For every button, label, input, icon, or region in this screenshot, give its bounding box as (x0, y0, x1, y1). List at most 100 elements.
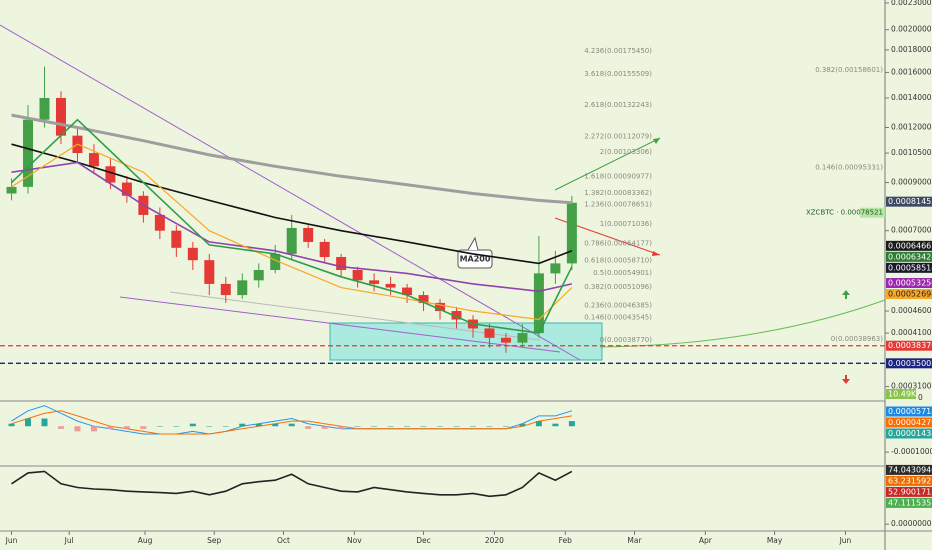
fib-label: 2.272(0.00112079) (584, 133, 652, 141)
price-badge-label: 0.00035005 (888, 359, 932, 368)
price-badge (886, 486, 932, 497)
candle-body (336, 257, 347, 270)
y-tick-label: 0.00041000 (891, 328, 932, 337)
down-arrow (842, 375, 850, 384)
y-tick-label: 0.00000000 (891, 519, 932, 528)
x-tick-label: May (767, 536, 783, 545)
x-tick-label: Mar (627, 536, 642, 545)
macd-histogram (272, 423, 279, 427)
macd-histogram (321, 426, 328, 429)
candle-body (55, 97, 66, 136)
y-tick-label: 0.00046000 (891, 306, 932, 315)
macd-histogram (437, 426, 444, 427)
fib-label: 1(0.00071036) (600, 220, 652, 228)
price-badge-label: 0.00001435 (888, 429, 932, 438)
price-badge (886, 428, 932, 439)
projection-arrow (554, 137, 661, 191)
price-badge-label: 0.00053250 (888, 279, 932, 288)
trendline (169, 291, 541, 341)
candle-body (369, 280, 380, 284)
candle-body (566, 202, 577, 264)
macd-histogram (74, 426, 81, 432)
macd-histogram (239, 423, 246, 427)
candle-body (204, 260, 215, 284)
candle-body (121, 182, 132, 196)
moving-average (11, 113, 573, 205)
price-badge-label: 52.90017139 (888, 487, 932, 496)
x-tick-label: Feb (559, 536, 573, 545)
macd-histogram (338, 426, 345, 429)
macd-histogram (206, 426, 213, 427)
macd-histogram (107, 426, 114, 429)
symbol-badge (860, 207, 885, 218)
fib-label: 0.236(0.00046385) (584, 301, 652, 309)
macd-histogram (25, 418, 32, 427)
candle-body (385, 283, 396, 288)
macd-histogram (173, 426, 180, 427)
macd-histogram (8, 423, 15, 427)
candle-body (319, 241, 330, 258)
fib-label: 0.382(0.00051096) (584, 283, 652, 291)
candle-body (187, 247, 198, 261)
candle-body (6, 186, 17, 194)
price-badge (886, 358, 932, 369)
y-tick-label: 0.00180000 (891, 45, 932, 54)
fib-label: 0(0.00038770) (600, 336, 652, 344)
y-tick-label: 0.00140000 (891, 93, 932, 102)
candle-body (154, 214, 165, 231)
candle-body (39, 97, 50, 120)
price-badge (886, 251, 932, 262)
trendline (0, 24, 581, 361)
macd-histogram (469, 426, 476, 427)
volume-badge (886, 389, 916, 399)
price-badge (886, 464, 932, 475)
y-tick-label: 0.00200000 (891, 25, 932, 34)
x-tick-label: Sep (207, 536, 221, 545)
arrow-head (653, 138, 660, 144)
candle-body (517, 333, 528, 343)
candle-body (270, 253, 281, 270)
up-arrow (842, 290, 850, 299)
price-badge-label: 47.11153515 (888, 498, 932, 507)
macd-histogram (502, 426, 509, 427)
x-tick-label: Dec (416, 536, 431, 545)
macd-histogram (140, 426, 147, 429)
candle-body (533, 273, 544, 334)
fib-label: 0(0.00038963) (831, 335, 883, 343)
fib-label: 2.618(0.00132243) (584, 101, 652, 109)
macd-histogram (568, 421, 575, 427)
fib-label: 0.5(0.00054901) (593, 269, 652, 277)
price-badge (886, 340, 932, 351)
macd-histogram (535, 421, 542, 427)
y-tick-label: 0.00070000 (891, 226, 932, 235)
price-badge-label: 0.00038376 (888, 341, 932, 350)
price-badge (886, 278, 932, 289)
price-badge-label: 74.04309405 (888, 465, 932, 474)
x-tick-label: Aug (138, 536, 153, 545)
price-badge-label: 0.00005714 (888, 407, 932, 416)
fib-label: 1.382(0.00083362) (584, 189, 652, 197)
candle-body (286, 227, 297, 254)
price-badge (886, 406, 932, 417)
price-badge-label: 0.00081453 (888, 197, 932, 206)
candle-body (550, 263, 561, 274)
x-tick-label: 2020 (485, 536, 504, 545)
macd-histogram (222, 426, 229, 427)
moving-average (11, 143, 573, 265)
price-badge (886, 240, 932, 251)
fib-label: 4.236(0.00175450) (584, 47, 652, 55)
fib-label: 3.618(0.00155509) (584, 70, 652, 78)
symbol-label: XZCBTC · 0.00078521 (806, 209, 883, 217)
macd-histogram (90, 426, 97, 432)
macd-histogram (552, 423, 559, 427)
y-tick-label: 0.00120000 (891, 123, 932, 132)
price-badge (886, 196, 932, 207)
price-badge-label: 0.00064667 (888, 241, 932, 250)
volume-zero: 0 (918, 393, 923, 402)
x-tick-label: Nov (347, 536, 362, 545)
macd-histogram (404, 426, 411, 427)
volume-label: 10.49K (888, 390, 917, 399)
fib-label: 1.618(0.00090977) (584, 172, 652, 180)
